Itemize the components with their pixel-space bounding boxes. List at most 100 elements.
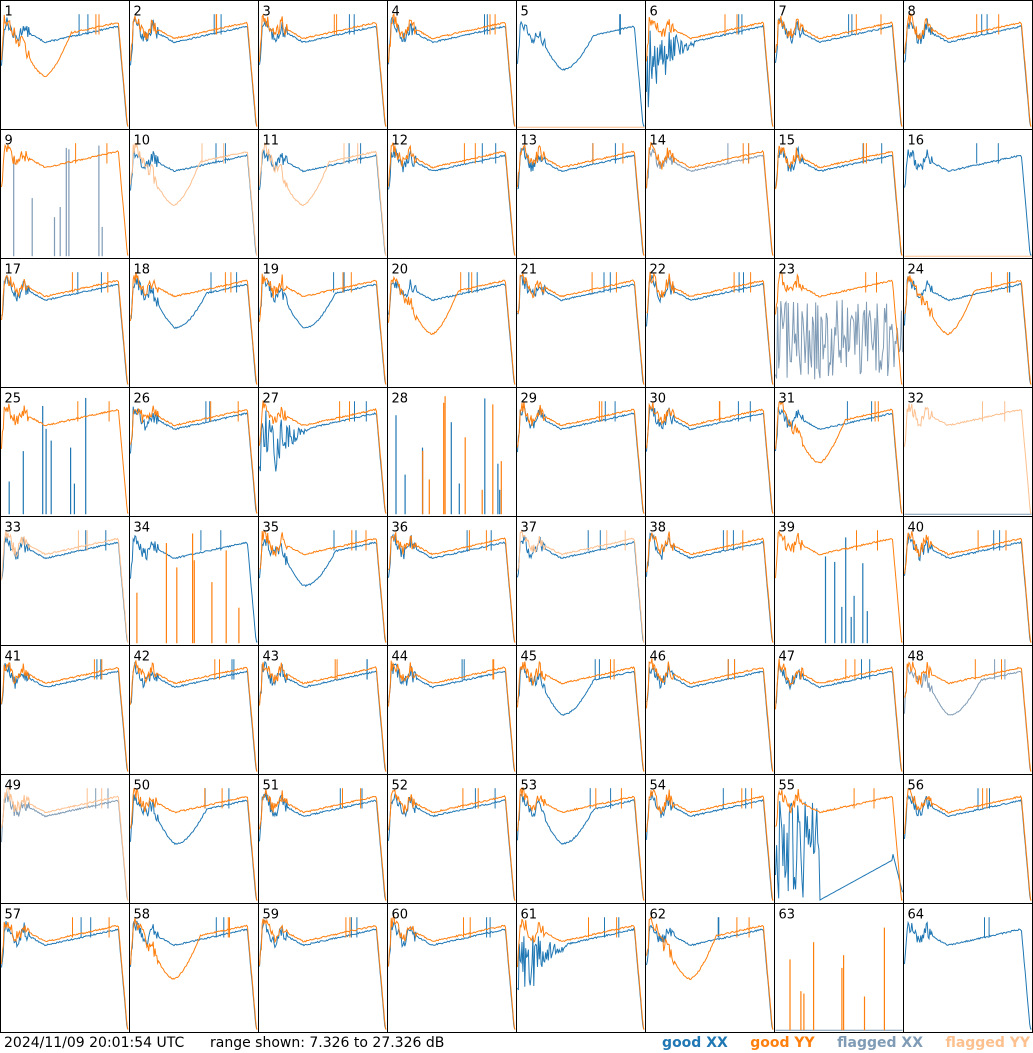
panel-frame [0,774,130,904]
panel-33: 33 [0,516,130,646]
series-yy [775,658,903,772]
panel-11: 11 [258,129,388,259]
series-yy [130,271,258,385]
panel-frame [516,774,646,904]
series-xx [1,663,129,772]
panel-35: 35 [258,516,388,646]
panel-16: 16 [903,129,1033,259]
legend-good-xx: good XX [662,1035,728,1051]
series-yy [646,401,774,514]
panel-label: 49 [5,779,22,794]
panel-label: 62 [650,908,667,923]
panel-label: 58 [134,908,151,923]
panel-43: 43 [258,645,388,775]
panel-label: 44 [392,650,409,665]
range-text: range shown: 7.326 to 27.326 dB [210,1035,445,1051]
series-yy [388,530,516,643]
series-yy [1,403,129,514]
series-yy [130,788,258,901]
panel-label: 47 [779,650,796,665]
panel-26: 26 [129,387,259,517]
series-xx [904,149,1032,256]
panel-frame [516,387,646,517]
series-xx [388,793,516,901]
panel-9: 9 [0,129,130,259]
panel-frame [0,129,130,259]
series-xx [646,791,774,901]
panel-frame [903,129,1033,259]
panel-label: 5 [521,5,529,20]
series-yy [259,789,387,901]
series-xx [646,665,774,772]
series-xx [517,791,645,901]
panel-frame [258,258,388,388]
panel-17: 17 [0,258,130,388]
series-yy [259,662,387,772]
panel-frame [0,516,130,646]
panel-label: 10 [134,134,151,149]
panel-label: 35 [263,521,280,536]
series-xx [646,405,774,514]
panel-frame [0,0,130,130]
panel-frame [774,0,904,130]
series-yy [775,401,903,514]
panel-label: 52 [392,779,409,794]
panel-label: 54 [650,779,667,794]
series-yy [388,275,516,385]
series-yy [1,787,129,901]
panel-12: 12 [387,129,517,259]
panel-label: 1 [5,5,13,20]
panel-frame [0,903,130,1033]
panel-label: 32 [908,392,925,407]
panel-label: 9 [5,134,13,149]
series-xx [130,920,258,1030]
panel-label: 6 [650,5,658,20]
series-yy [517,660,645,772]
series-yy [904,531,1032,643]
legend-flagged-xx: flagged XX [837,1035,923,1051]
panel-57: 57 [0,903,130,1033]
panel-40: 40 [903,516,1033,646]
panel-frame [129,903,259,1033]
series-yy [1,530,129,643]
panel-frame [387,129,517,259]
series-xx [388,921,516,1030]
series-xx [1,920,129,1030]
panel-frame [516,258,646,388]
panel-label: 51 [263,779,280,794]
series-yy [259,141,387,256]
series-xx [646,24,774,127]
series-yy [646,142,774,256]
panel-20: 20 [387,258,517,388]
series-xx [259,792,387,901]
panel-label: 64 [908,908,925,923]
panel-label: 25 [5,392,22,407]
panel-42: 42 [129,645,259,775]
series-xx [388,147,516,256]
panel-22: 22 [645,258,775,388]
panel-frame [129,387,259,517]
panel-frame [903,0,1033,130]
panel-frame [516,0,646,130]
panel-47: 47 [774,645,904,775]
panel-53: 53 [516,774,646,904]
panel-label: 42 [134,650,151,665]
panel-label: 12 [392,134,409,149]
panel-label: 60 [392,908,409,923]
series-yy [259,918,387,1030]
panel-frame [903,516,1033,646]
series-xx [904,664,1032,772]
panel-frame [645,645,775,775]
panel-61: 61 [516,903,646,1033]
panel-1: 1 [0,0,130,130]
panel-24: 24 [903,258,1033,388]
series-xx [130,661,258,772]
series-yy [517,529,645,643]
panel-44: 44 [387,645,517,775]
series-yy [130,15,258,127]
series-yy [130,660,258,772]
panel-frame [258,0,388,130]
series-xx [517,927,645,1030]
legend-flagged-yy: flagged YY [945,1035,1030,1051]
